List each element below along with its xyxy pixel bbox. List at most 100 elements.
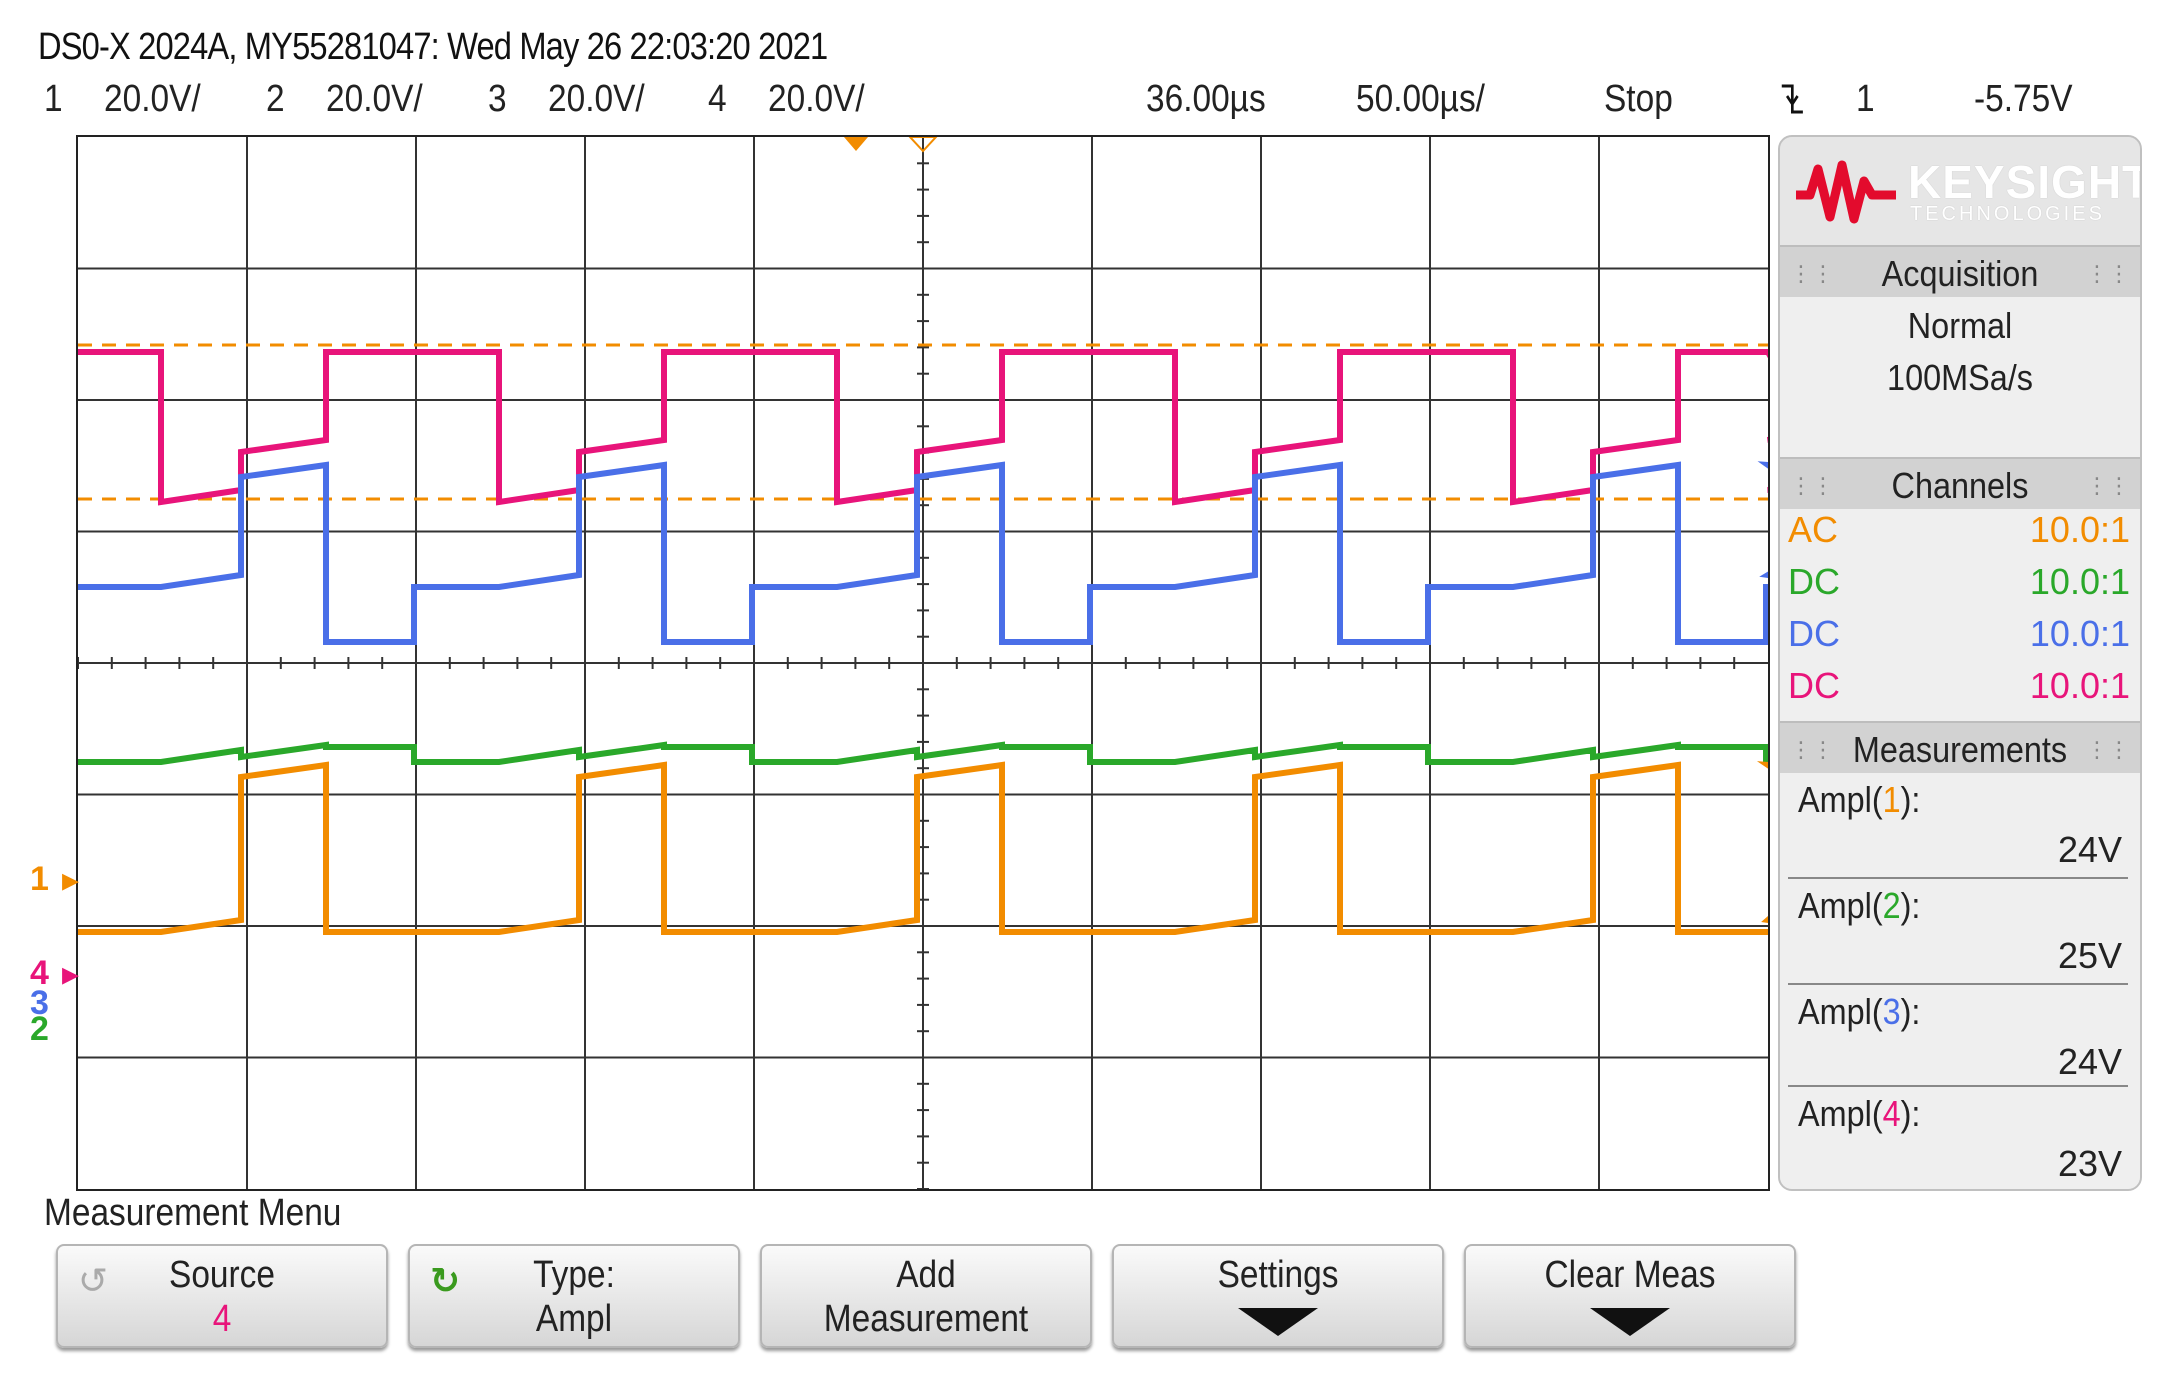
ch3-coupling: DC xyxy=(1788,613,1840,654)
meas-suffix: ): xyxy=(1900,991,1921,1032)
ch4-ground-arrow-icon: ▸ xyxy=(62,955,80,993)
ch3-number[interactable]: 3 xyxy=(488,78,507,120)
time-reference-marker xyxy=(908,137,938,153)
softkey-source[interactable]: ↺ Source 4 xyxy=(56,1244,388,1348)
ch2-scale[interactable]: 20.0V/ xyxy=(326,78,423,120)
rotate-knob-icon: ↻ xyxy=(430,1260,461,1301)
trigger-source[interactable]: 1 xyxy=(1856,78,1875,120)
measurements-header[interactable]: ⋮⋮ Measurements ⋮⋮ xyxy=(1780,721,2140,775)
trigger-position-marker xyxy=(844,137,868,151)
horizontal-delay[interactable]: 36.00µs xyxy=(1146,78,1266,120)
falling-edge-trigger-icon xyxy=(1780,82,1805,126)
ch1-ground-marker[interactable]: 1 xyxy=(30,860,49,898)
meas-suffix: ): xyxy=(1900,885,1921,926)
softkey-add-label-2: Measurement xyxy=(823,1298,1029,1340)
meas-value-1: 24V xyxy=(2057,829,2122,870)
measurement-item-1[interactable]: Ampl(1): 24V xyxy=(1788,773,2128,877)
channel-ground-markers: 1 ▸ 4 ▸ 3 2 xyxy=(30,860,110,1060)
meas-prefix: Ampl( xyxy=(1798,991,1883,1032)
measurement-item-2[interactable]: Ampl(2): 25V xyxy=(1788,879,2128,983)
channel-row-2[interactable]: DC 10.0:1 xyxy=(1788,561,2130,611)
ch4-ground-marker[interactable]: 4 xyxy=(30,954,49,992)
softkey-type[interactable]: ↻ Type: Ampl xyxy=(408,1244,740,1348)
info-side-panel: KEYSIGHT TECHNOLOGIES ⋮⋮ Acquisition ⋮⋮ … xyxy=(1778,135,2142,1191)
channel-row-3[interactable]: DC 10.0:1 xyxy=(1788,613,2130,663)
meas-suffix: ): xyxy=(1900,1093,1921,1134)
sample-rate: 100MSa/s xyxy=(1887,357,2033,398)
meas-value-2: 25V xyxy=(2057,935,2122,976)
grip-icon: ⋮⋮ xyxy=(2086,737,2130,762)
ch3-waveform xyxy=(78,461,1768,645)
measurements-title: Measurements xyxy=(1852,729,2068,770)
grip-icon: ⋮⋮ xyxy=(2086,261,2130,286)
divider xyxy=(1788,877,2128,879)
meas-suffix: ): xyxy=(1900,779,1921,820)
meas-channel: 1 xyxy=(1882,779,1901,820)
ch4-number[interactable]: 4 xyxy=(708,78,727,120)
grip-icon: ⋮⋮ xyxy=(1790,737,1834,762)
grip-icon: ⋮⋮ xyxy=(1790,473,1834,498)
ch1-probe: 10.0:1 xyxy=(2029,509,2130,550)
ch1-scale[interactable]: 20.0V/ xyxy=(104,78,201,120)
ch3-probe: 10.0:1 xyxy=(2029,613,2130,654)
acquisition-title: Acquisition xyxy=(1881,253,2039,294)
grip-icon: ⋮⋮ xyxy=(1790,261,1834,286)
softkey-source-value: 4 xyxy=(212,1298,232,1340)
divider xyxy=(1788,983,2128,985)
ch4-scale[interactable]: 20.0V/ xyxy=(768,78,865,120)
softkey-clear-label: Clear Meas xyxy=(1544,1254,1716,1296)
channel-row-1[interactable]: AC 10.0:1 xyxy=(1788,509,2130,559)
rotate-knob-icon: ↺ xyxy=(78,1260,109,1301)
ch3-scale[interactable]: 20.0V/ xyxy=(548,78,645,120)
ch2-ground-marker[interactable]: 2 xyxy=(30,1010,49,1048)
softkey-type-label: Type: xyxy=(533,1254,615,1296)
ch3-ground-marker[interactable]: 3 xyxy=(30,984,49,1022)
brand-area: KEYSIGHT TECHNOLOGIES xyxy=(1780,137,2140,247)
menu-title: Measurement Menu xyxy=(44,1192,342,1234)
meas-value-4: 23V xyxy=(2057,1143,2122,1184)
divider xyxy=(1788,1085,2128,1087)
softkey-source-label: Source xyxy=(169,1254,275,1296)
grip-icon: ⋮⋮ xyxy=(2086,473,2130,498)
measurements-body: Ampl(1): 24V Ampl(2): 25V Ampl(3): 24V A… xyxy=(1780,773,2140,1189)
measurement-item-4[interactable]: Ampl(4): 23V xyxy=(1788,1087,2128,1187)
measurement-item-3[interactable]: Ampl(3): 24V xyxy=(1788,985,2128,1085)
ch1-coupling: AC xyxy=(1788,509,1839,550)
ch4-coupling: DC xyxy=(1788,665,1840,706)
meas-prefix: Ampl( xyxy=(1798,779,1883,820)
meas-prefix: Ampl( xyxy=(1798,1093,1883,1134)
channel-row-4[interactable]: DC 10.0:1 xyxy=(1788,665,2130,715)
acquisition-mode: Normal xyxy=(1907,305,2013,346)
meas-channel: 2 xyxy=(1882,885,1901,926)
softkey-settings-label: Settings xyxy=(1217,1254,1339,1296)
meas-channel: 4 xyxy=(1882,1093,1901,1134)
meas-prefix: Ampl( xyxy=(1798,885,1883,926)
acquisition-header[interactable]: ⋮⋮ Acquisition ⋮⋮ xyxy=(1780,245,2140,299)
channels-title: Channels xyxy=(1891,465,2029,506)
status-bar: 1 20.0V/ 2 20.0V/ 3 20.0V/ 4 20.0V/ 36.0… xyxy=(0,78,2159,130)
brand-name: KEYSIGHT xyxy=(1908,156,2142,208)
submenu-arrow-icon xyxy=(1238,1308,1318,1336)
ch1-number[interactable]: 1 xyxy=(44,78,63,120)
timebase-scale[interactable]: 50.00µs/ xyxy=(1356,78,1485,120)
ch4-waveform xyxy=(78,349,1768,506)
meas-channel: 3 xyxy=(1882,991,1901,1032)
meas-value-3: 24V xyxy=(2057,1041,2122,1082)
ch2-number[interactable]: 2 xyxy=(266,78,285,120)
channels-header[interactable]: ⋮⋮ Channels ⋮⋮ xyxy=(1780,457,2140,511)
trigger-level[interactable]: -5.75V xyxy=(1974,78,2073,120)
ch2-coupling: DC xyxy=(1788,561,1840,602)
channels-body: AC 10.0:1 DC 10.0:1 DC 10.0:1 DC 10.0:1 xyxy=(1780,509,2140,721)
ch1-waveform xyxy=(78,761,1768,935)
softkey-clear-meas[interactable]: Clear Meas xyxy=(1464,1244,1796,1348)
ch2-probe: 10.0:1 xyxy=(2029,561,2130,602)
run-state[interactable]: Stop xyxy=(1604,78,1673,120)
softkey-add-measurement[interactable]: Add Measurement xyxy=(760,1244,1092,1348)
softkey-settings[interactable]: Settings xyxy=(1112,1244,1444,1348)
waveform-display[interactable] xyxy=(76,135,1770,1191)
ch4-probe: 10.0:1 xyxy=(2029,665,2130,706)
waveform-graticule xyxy=(78,137,1768,1189)
softkey-type-value: Ampl xyxy=(535,1298,613,1340)
submenu-arrow-icon xyxy=(1590,1308,1670,1336)
brand-subtitle: TECHNOLOGIES xyxy=(1910,203,2105,225)
